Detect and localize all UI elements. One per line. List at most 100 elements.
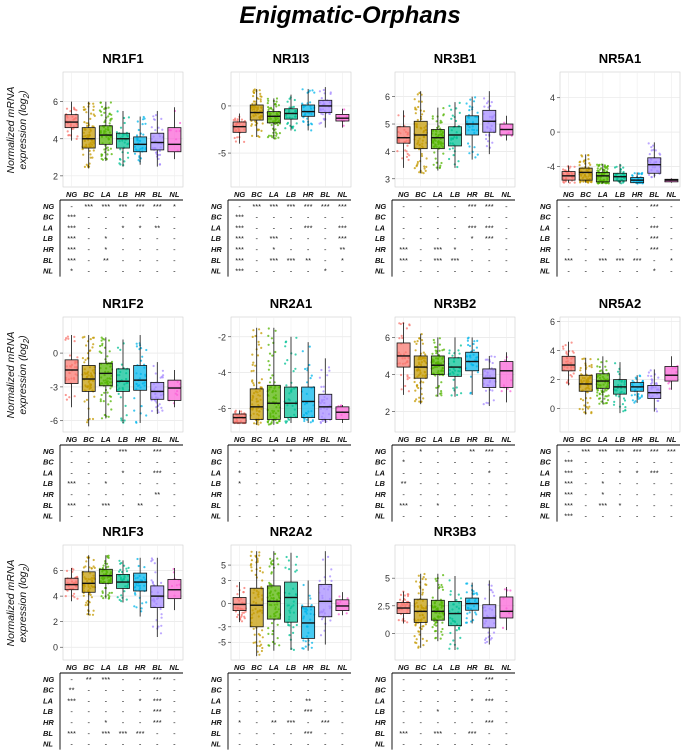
data-point	[476, 593, 479, 596]
data-point	[110, 113, 113, 116]
data-point	[243, 615, 246, 618]
sig-cell: **	[401, 479, 407, 488]
data-point	[88, 601, 91, 604]
data-point	[420, 100, 423, 103]
sig-cell: -	[255, 729, 258, 738]
sig-cell: -	[505, 267, 508, 276]
y-tick-label: 0	[550, 404, 555, 414]
data-point	[125, 414, 128, 417]
sig-cell: -	[471, 501, 474, 510]
data-point	[440, 389, 443, 393]
data-point	[249, 554, 252, 557]
data-point	[252, 382, 255, 385]
sig-row-label: NL	[375, 740, 385, 749]
x-tick-label: NG	[563, 435, 574, 444]
sig-cell: -	[87, 256, 90, 265]
x-tick-label: NL	[666, 435, 676, 444]
data-point	[589, 180, 593, 183]
data-point	[440, 394, 443, 397]
box-bc	[81, 555, 97, 616]
sig-row-label: BL	[375, 729, 385, 738]
data-point	[605, 170, 609, 173]
data-point	[71, 594, 75, 597]
sig-cell: -	[307, 740, 310, 749]
data-point	[633, 401, 636, 404]
sig-cell: -	[324, 245, 327, 254]
chart-title: NR1F1	[102, 51, 143, 66]
data-point	[503, 121, 506, 124]
sig-cell: -	[670, 490, 673, 499]
data-point	[310, 603, 313, 607]
data-point	[106, 556, 109, 559]
sig-row-label: BC	[375, 686, 386, 695]
data-point	[570, 341, 573, 344]
box-lb	[447, 337, 463, 397]
sig-cell: -	[105, 468, 108, 477]
sig-cell: -	[602, 202, 605, 211]
data-point	[124, 404, 127, 407]
data-point	[257, 134, 260, 138]
data-point	[254, 554, 257, 557]
data-point	[267, 359, 270, 363]
data-point	[589, 163, 592, 166]
data-point	[472, 349, 475, 352]
sig-row-label: LA	[211, 468, 221, 477]
data-point	[455, 629, 458, 632]
box-ng	[396, 110, 411, 168]
sig-cell: ***	[433, 256, 442, 265]
data-point	[490, 100, 493, 104]
data-point	[491, 361, 494, 365]
sig-cell: -	[173, 213, 176, 222]
data-point	[490, 589, 493, 592]
sig-cell: -	[341, 479, 344, 488]
sig-cell: -	[87, 501, 90, 510]
data-point	[157, 126, 160, 129]
sig-cell: -	[70, 512, 73, 521]
sig-cell: *	[104, 234, 107, 243]
data-point	[320, 618, 324, 621]
data-point	[650, 374, 653, 378]
data-point	[413, 399, 417, 403]
data-point	[267, 108, 270, 112]
sig-cell: ***	[101, 501, 110, 510]
sig-cell: -	[255, 223, 258, 232]
data-point	[268, 565, 271, 568]
data-point	[109, 101, 113, 104]
sig-cell: -	[454, 675, 457, 684]
sig-cell: -	[584, 267, 587, 276]
box-bc	[413, 332, 428, 405]
sig-cell: **	[137, 501, 143, 510]
data-point	[92, 336, 96, 339]
sig-cell: -	[402, 718, 405, 727]
sig-cell: ***	[468, 729, 477, 738]
data-point	[158, 403, 161, 406]
data-point	[441, 585, 444, 589]
sig-cell: ***	[485, 718, 494, 727]
data-point	[613, 362, 617, 365]
x-tick-label: NG	[66, 435, 77, 444]
data-point	[286, 122, 289, 125]
sig-cell: -	[619, 458, 622, 467]
sig-cell: -	[255, 447, 258, 456]
data-point	[140, 404, 143, 408]
data-point	[399, 598, 402, 601]
y-tick-label: 0	[550, 128, 555, 138]
sig-row-label: BC	[43, 458, 54, 467]
data-point	[107, 339, 111, 342]
box-la	[266, 551, 282, 651]
data-point	[106, 391, 109, 394]
data-point	[276, 623, 279, 626]
sig-cell: -	[324, 686, 327, 695]
data-point	[133, 605, 136, 608]
data-point	[73, 108, 76, 111]
sig-cell: -	[488, 245, 491, 254]
chart-title: NR2A2	[270, 524, 313, 539]
data-point	[448, 104, 451, 107]
sig-cell: -	[105, 696, 108, 705]
data-point	[302, 639, 305, 642]
data-point	[82, 105, 85, 109]
sig-cell: *	[139, 696, 142, 705]
sig-row-label: LA	[540, 468, 550, 477]
x-tick-label: BL	[484, 190, 494, 199]
